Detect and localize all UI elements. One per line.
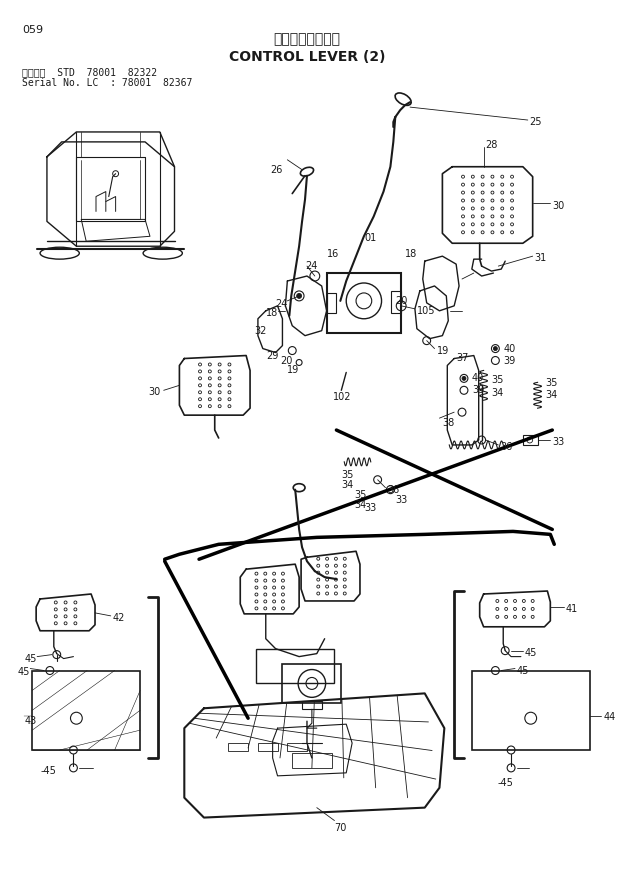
Text: 35: 35 xyxy=(546,378,558,388)
Text: 16: 16 xyxy=(327,249,339,259)
Text: -45: -45 xyxy=(497,778,513,788)
Text: 適用号機  STD  78001  82322: 適用号機 STD 78001 82322 xyxy=(22,67,157,77)
Text: 31: 31 xyxy=(534,253,547,263)
Text: 33: 33 xyxy=(364,503,376,512)
Text: 19: 19 xyxy=(436,346,449,356)
Bar xyxy=(32,670,140,750)
Text: 45: 45 xyxy=(24,653,37,664)
Text: 105: 105 xyxy=(417,306,435,316)
Text: 01: 01 xyxy=(364,233,376,244)
Text: 45: 45 xyxy=(525,647,537,658)
Text: 38: 38 xyxy=(443,418,454,428)
Text: 34: 34 xyxy=(354,499,366,510)
Text: 40: 40 xyxy=(503,343,515,354)
Text: 40: 40 xyxy=(472,373,484,384)
Text: 70: 70 xyxy=(334,823,347,832)
Text: 42: 42 xyxy=(113,613,125,623)
Text: 36: 36 xyxy=(500,442,513,452)
Text: 41: 41 xyxy=(566,604,578,614)
Text: 19: 19 xyxy=(287,365,299,376)
Text: 32: 32 xyxy=(254,326,267,336)
Text: 44: 44 xyxy=(603,712,616,722)
Bar xyxy=(327,273,401,333)
Text: 43: 43 xyxy=(24,717,37,726)
Text: 29: 29 xyxy=(266,350,278,361)
Text: 34: 34 xyxy=(492,388,503,399)
Bar xyxy=(256,648,334,683)
Bar xyxy=(302,702,322,710)
Bar xyxy=(258,743,278,751)
Bar xyxy=(292,753,332,768)
Text: Serial No. LC  : 78001  82367: Serial No. LC : 78001 82367 xyxy=(22,78,193,88)
Text: 26: 26 xyxy=(271,165,283,174)
Text: 28: 28 xyxy=(485,140,498,150)
Text: 102: 102 xyxy=(332,392,351,402)
Text: 35: 35 xyxy=(354,490,366,499)
Text: 34: 34 xyxy=(546,391,557,400)
Text: 操作レバー（２）: 操作レバー（２） xyxy=(273,32,340,46)
Bar xyxy=(287,743,307,751)
Circle shape xyxy=(462,377,466,380)
Bar xyxy=(523,435,538,445)
Text: 24: 24 xyxy=(275,299,288,309)
Bar xyxy=(283,663,342,703)
Bar xyxy=(229,743,248,751)
Text: 35: 35 xyxy=(492,376,504,385)
Text: 30: 30 xyxy=(552,201,565,210)
Text: 20: 20 xyxy=(280,356,293,365)
Text: CONTROL LEVER (2): CONTROL LEVER (2) xyxy=(229,51,385,65)
Circle shape xyxy=(297,293,301,299)
Bar xyxy=(472,670,590,750)
Text: 39: 39 xyxy=(472,385,484,395)
Text: 45: 45 xyxy=(517,666,529,675)
Text: 34: 34 xyxy=(342,480,353,490)
Text: 45: 45 xyxy=(17,667,30,676)
Text: 33: 33 xyxy=(396,495,407,505)
Text: 20: 20 xyxy=(396,296,408,306)
Text: 059: 059 xyxy=(22,25,43,35)
Bar xyxy=(391,291,401,313)
Bar xyxy=(327,293,337,313)
Text: 33: 33 xyxy=(552,437,565,447)
Text: 18: 18 xyxy=(266,307,278,318)
Text: 24: 24 xyxy=(305,261,317,272)
Text: 35: 35 xyxy=(342,470,353,480)
Circle shape xyxy=(494,347,497,350)
Text: 18: 18 xyxy=(405,249,417,259)
Text: 39: 39 xyxy=(503,356,515,365)
Text: 25: 25 xyxy=(529,117,542,127)
Text: 36: 36 xyxy=(388,484,400,495)
Text: 30: 30 xyxy=(148,387,160,398)
Text: -45: -45 xyxy=(40,766,56,776)
Text: 37: 37 xyxy=(456,352,469,363)
